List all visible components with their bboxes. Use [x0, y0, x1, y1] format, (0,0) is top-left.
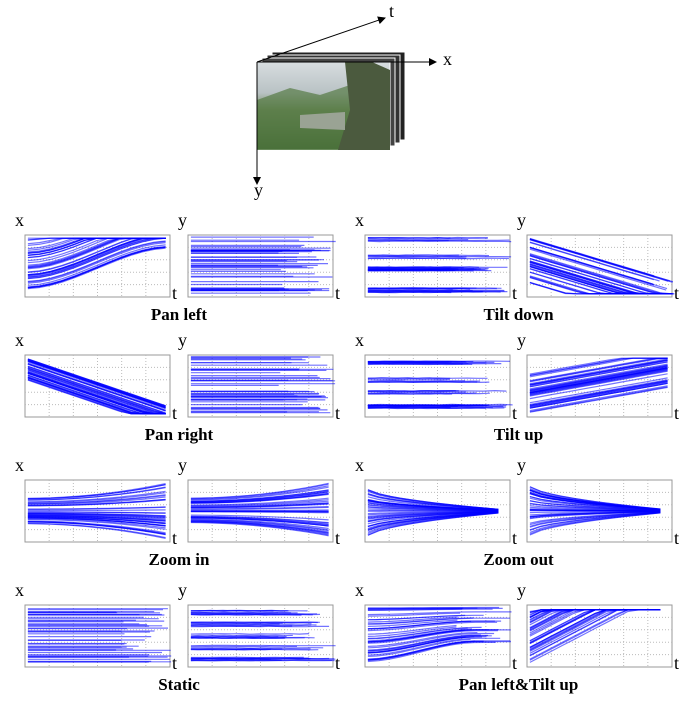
time-label: t [512, 283, 517, 303]
trajectory [191, 646, 297, 647]
trajectory [368, 239, 468, 240]
time-label: t [172, 403, 177, 423]
trajectory [368, 391, 459, 392]
time-label: t [674, 403, 679, 423]
time-label: t [335, 403, 340, 423]
trajectory [368, 364, 472, 365]
trajectory [368, 292, 483, 293]
caption: Pan left [151, 305, 208, 324]
trajectory [191, 660, 335, 661]
trajectory [368, 288, 477, 289]
caption: Pan left&Tilt up [459, 675, 579, 694]
axis-label: y [178, 455, 187, 475]
y-label: y [254, 180, 263, 200]
trajectory [191, 626, 329, 627]
trajectory [191, 657, 304, 658]
axis-label: y [178, 330, 187, 350]
axis-label: x [15, 330, 24, 350]
trajectory [191, 636, 287, 637]
trajectory [368, 290, 504, 291]
trajectory [368, 258, 466, 259]
trajectory [368, 238, 488, 239]
time-label: t [674, 528, 679, 548]
caption: Tilt down [483, 305, 554, 324]
axis-label: x [355, 455, 364, 475]
caption: Tilt up [494, 425, 543, 444]
time-label: t [172, 528, 177, 548]
trajectory [191, 615, 302, 616]
time-label: t [512, 528, 517, 548]
trajectory [191, 510, 329, 511]
axis-label: y [178, 580, 187, 600]
axis-label: x [15, 455, 24, 475]
time-label: t [674, 283, 679, 303]
axis-label: y [178, 210, 187, 230]
trajectory [191, 638, 284, 639]
time-label: t [512, 403, 517, 423]
trajectory [368, 510, 499, 511]
caption: Zoom out [483, 550, 554, 569]
axis-label: x [15, 210, 24, 230]
axis-label: y [517, 210, 526, 230]
figure: t x y x t y t Pan left x t y t Tilt down x t y t Pan r… [0, 0, 692, 710]
axis-label: x [355, 210, 364, 230]
time-label: t [674, 653, 679, 673]
trajectory [368, 393, 476, 394]
x-label: x [443, 49, 452, 69]
trajectory [368, 270, 486, 271]
trajectory [368, 608, 503, 609]
caption: Zoom in [149, 550, 210, 569]
axis-label: x [15, 580, 24, 600]
trajectory [368, 406, 484, 407]
trajectory [368, 379, 450, 380]
trajectory [368, 404, 513, 405]
time-label: t [172, 653, 177, 673]
trajectory [191, 623, 312, 624]
t-label: t [389, 1, 394, 21]
trajectory [191, 611, 289, 612]
axis-label: y [517, 330, 526, 350]
trajectory [368, 240, 449, 241]
axis-label: y [517, 580, 526, 600]
time-label: t [172, 283, 177, 303]
axis-label: y [517, 455, 526, 475]
axis-label: x [355, 330, 364, 350]
trajectory [191, 634, 309, 635]
trajectory [368, 381, 480, 382]
trajectory [191, 613, 298, 614]
trajectory [28, 510, 166, 511]
time-label: t [512, 653, 517, 673]
trajectory [191, 649, 282, 650]
trajectory [368, 408, 451, 409]
caption: Static [158, 675, 200, 694]
caption: Pan right [145, 425, 214, 444]
time-label: t [335, 283, 340, 303]
trajectory [368, 378, 488, 379]
trajectory [368, 362, 467, 363]
time-label: t [335, 528, 340, 548]
axis-label: x [355, 580, 364, 600]
time-label: t [335, 653, 340, 673]
video-frames [257, 52, 405, 150]
